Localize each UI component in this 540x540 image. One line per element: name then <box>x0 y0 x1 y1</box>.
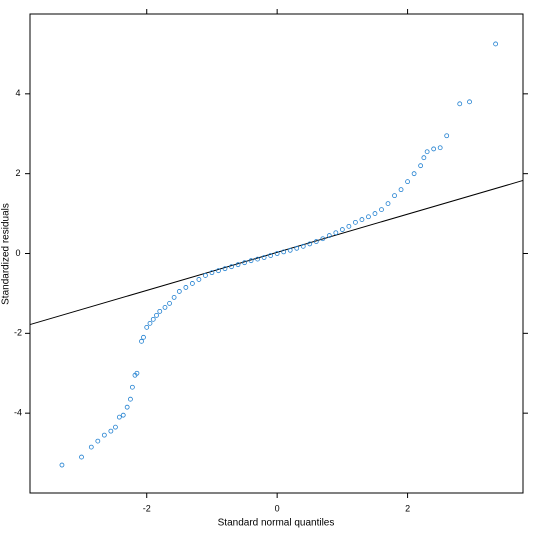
point <box>274 251 280 256</box>
reference-line <box>29 179 524 326</box>
point <box>287 247 293 253</box>
point <box>229 264 234 270</box>
point <box>120 412 126 418</box>
point <box>242 260 247 266</box>
point <box>421 155 427 161</box>
point <box>405 179 410 185</box>
point <box>467 99 472 105</box>
y-tick-label: 0 <box>15 248 20 258</box>
x-tick-label: -2 <box>143 503 151 513</box>
point <box>203 273 208 278</box>
point <box>150 316 156 322</box>
point <box>222 266 228 272</box>
point <box>124 404 130 410</box>
point <box>116 414 122 420</box>
point <box>248 258 254 264</box>
point <box>183 285 189 290</box>
point <box>294 245 300 251</box>
point <box>411 171 417 177</box>
point <box>255 256 260 262</box>
point <box>59 462 65 468</box>
point <box>95 438 101 444</box>
point <box>268 253 274 258</box>
y-tick-label: 2 <box>15 168 20 178</box>
point <box>339 227 345 232</box>
point <box>113 424 118 430</box>
point <box>313 239 319 244</box>
point <box>385 201 391 207</box>
point <box>129 384 135 390</box>
point <box>392 193 397 199</box>
point <box>139 338 144 344</box>
point <box>346 223 352 229</box>
plot-frame <box>29 13 524 494</box>
point <box>176 289 182 294</box>
y-axis-label: Standardized residuals <box>1 203 12 305</box>
point <box>144 324 150 330</box>
point <box>457 101 463 107</box>
point <box>209 270 215 276</box>
point <box>372 211 378 216</box>
y-tick-label: -2 <box>14 328 22 338</box>
point <box>167 300 172 306</box>
point <box>79 454 84 460</box>
point <box>493 41 499 47</box>
point <box>196 277 202 282</box>
y-tick-label: -4 <box>14 408 22 418</box>
point <box>353 219 358 225</box>
point <box>307 241 313 247</box>
x-tick-label: 2 <box>405 503 410 513</box>
point <box>444 133 450 139</box>
point <box>162 304 168 310</box>
point <box>366 214 371 220</box>
point <box>424 149 430 155</box>
point <box>333 230 339 236</box>
point <box>171 295 177 300</box>
point <box>300 243 306 249</box>
point <box>359 217 365 222</box>
x-tick-label: 0 <box>275 503 280 513</box>
point <box>320 236 326 242</box>
point <box>437 145 443 151</box>
point <box>431 146 437 152</box>
point <box>157 308 163 314</box>
point <box>189 281 195 286</box>
point <box>379 207 384 212</box>
point <box>261 255 267 260</box>
y-tick-label: 4 <box>15 88 20 98</box>
point <box>216 268 221 274</box>
point <box>418 163 424 169</box>
point <box>134 370 140 376</box>
point <box>326 233 332 238</box>
point <box>108 428 114 434</box>
point <box>101 432 107 438</box>
point <box>141 334 146 340</box>
point <box>147 320 153 326</box>
point <box>88 444 94 450</box>
x-axis-label: Standard normal quantiles <box>218 518 335 529</box>
point <box>128 396 133 402</box>
point <box>281 249 287 255</box>
point <box>398 187 404 193</box>
point <box>235 262 241 268</box>
point <box>154 312 159 318</box>
